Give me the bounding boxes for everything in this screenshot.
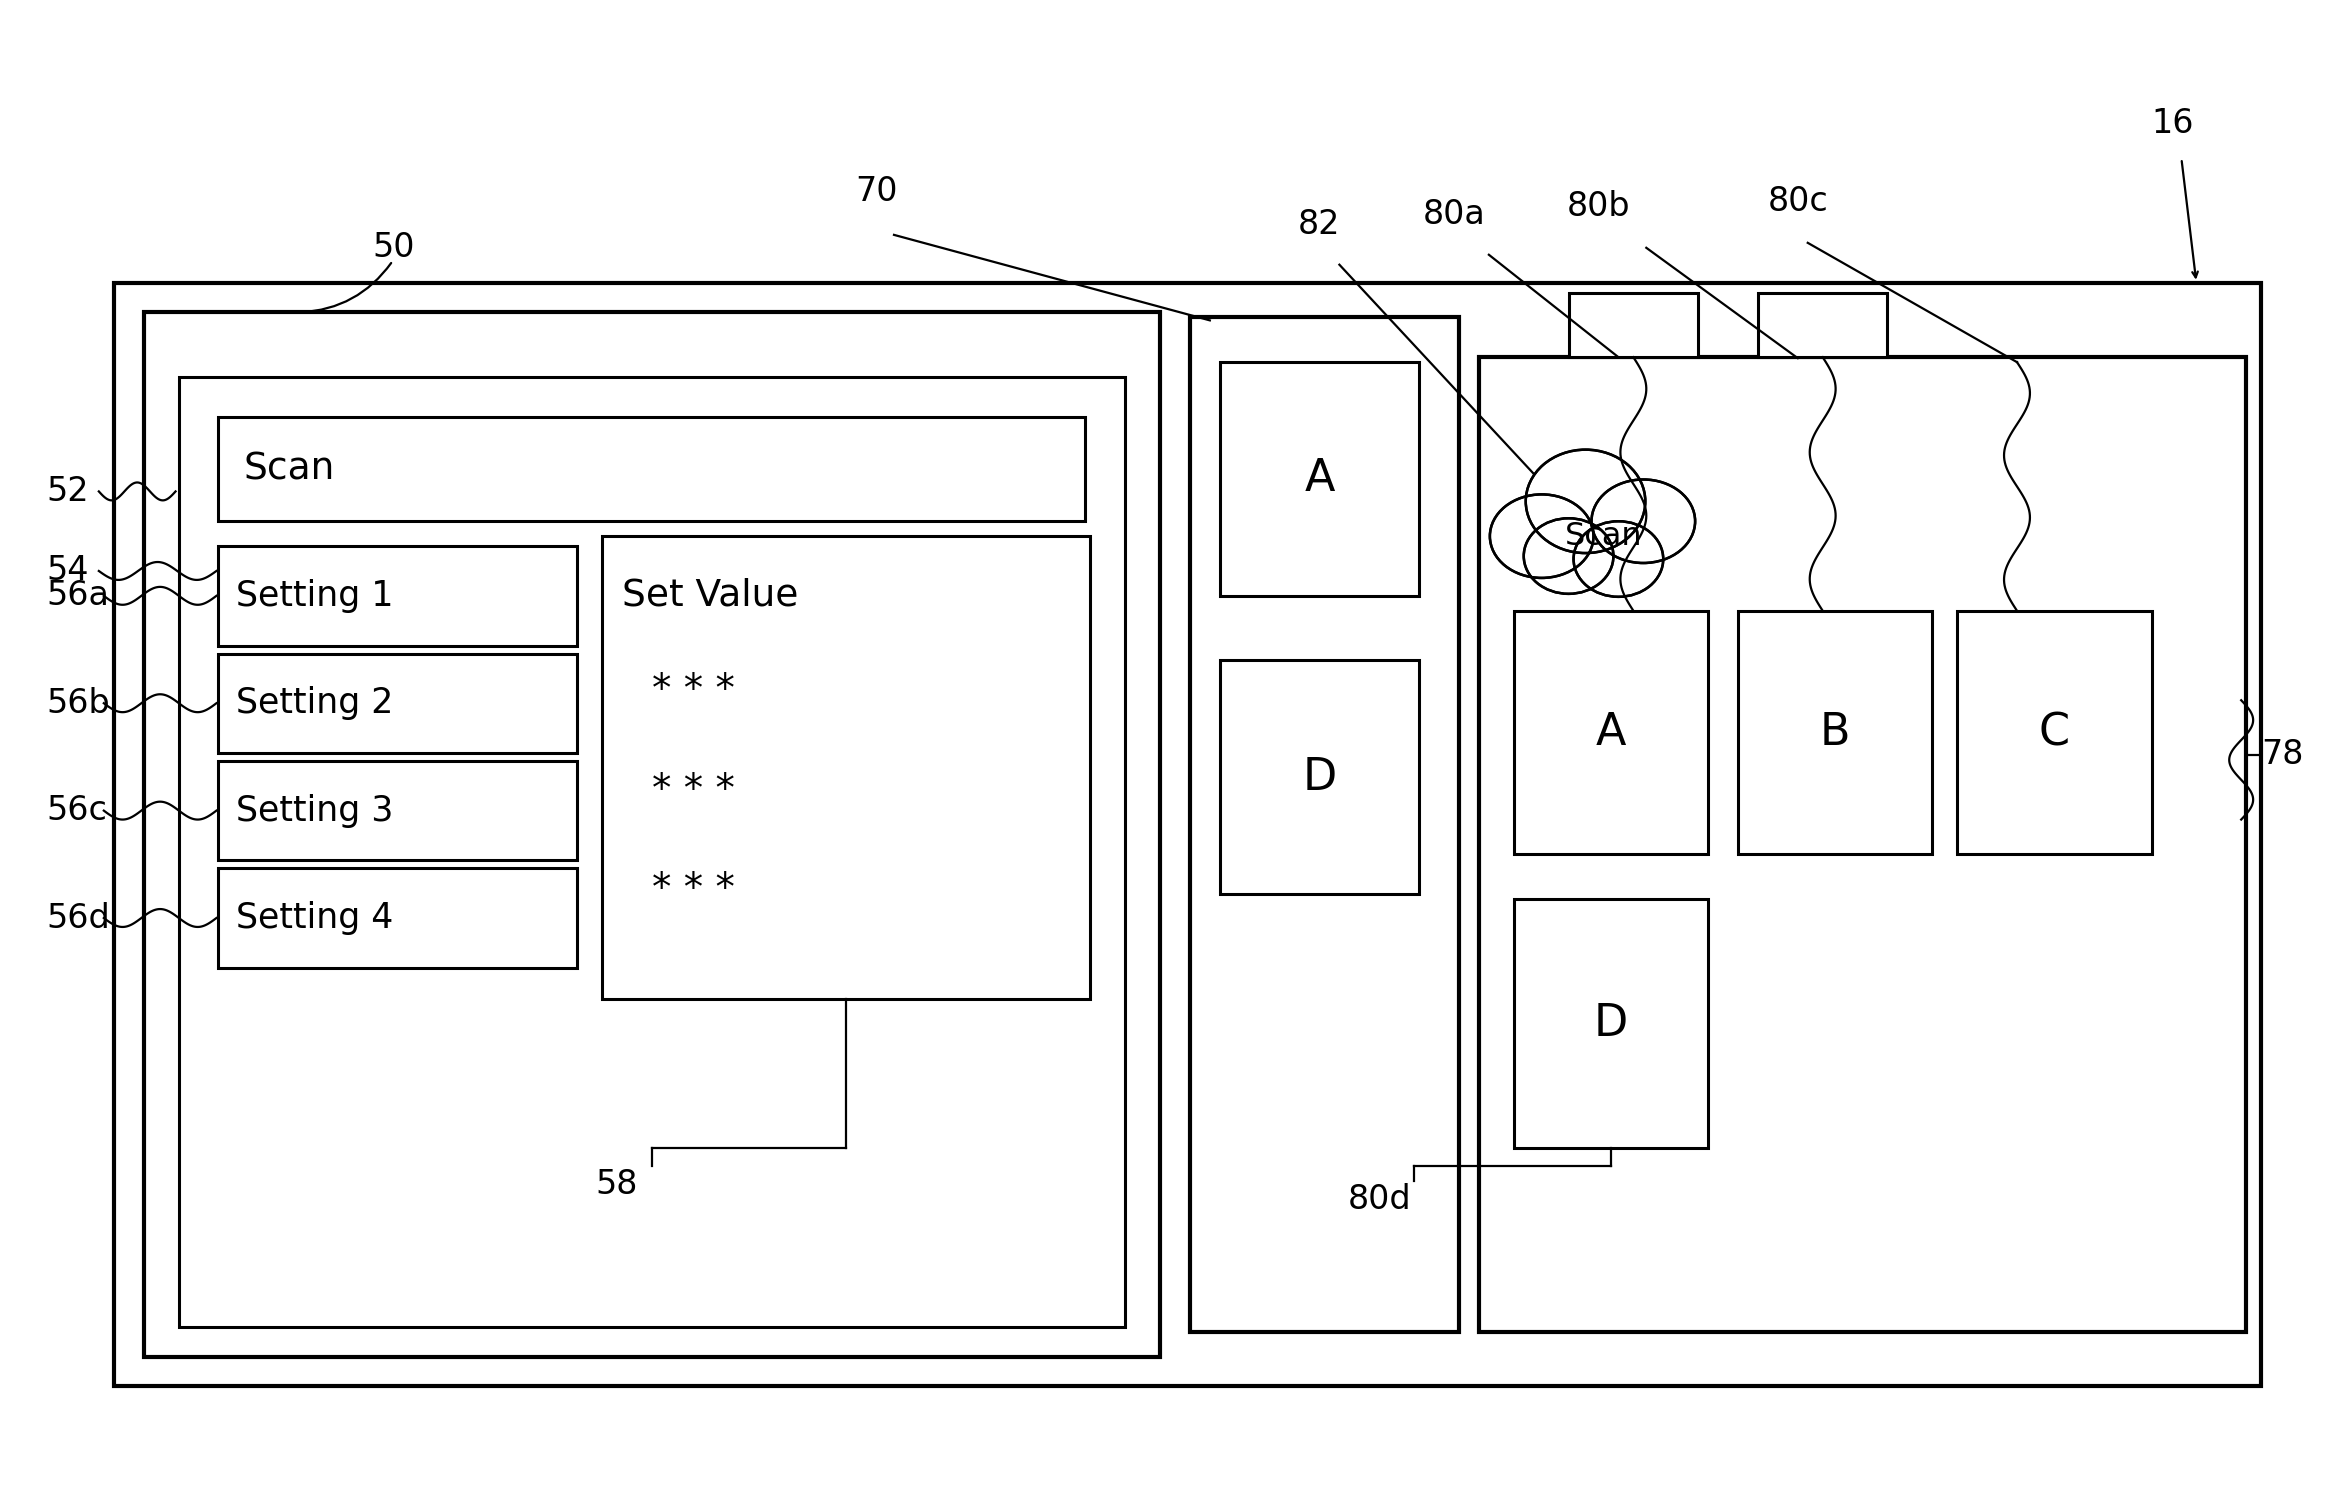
Bar xyxy=(218,417,1085,521)
Text: 56a: 56a xyxy=(47,579,108,612)
Text: 78: 78 xyxy=(2262,738,2304,771)
Text: D: D xyxy=(1303,756,1336,799)
Bar xyxy=(218,546,577,646)
Text: 80b: 80b xyxy=(1566,190,1631,223)
Text: C: C xyxy=(2039,711,2070,754)
Text: 16: 16 xyxy=(2152,107,2194,140)
Text: B: B xyxy=(1819,711,1849,754)
Text: 80c: 80c xyxy=(1767,186,1828,218)
Polygon shape xyxy=(1491,481,1692,591)
Text: 80d: 80d xyxy=(1348,1182,1411,1216)
Ellipse shape xyxy=(1592,480,1695,563)
Text: 56c: 56c xyxy=(47,794,108,827)
Bar xyxy=(218,760,577,860)
Bar xyxy=(1219,362,1418,595)
Text: * * *: * * * xyxy=(652,771,734,809)
Bar xyxy=(218,653,577,753)
Bar xyxy=(1957,610,2152,854)
Text: A: A xyxy=(1596,711,1627,754)
Text: A: A xyxy=(1303,457,1334,500)
Text: 54: 54 xyxy=(47,554,89,588)
Text: Setting 4: Setting 4 xyxy=(237,901,394,936)
Bar xyxy=(1514,610,1709,854)
Text: Setting 2: Setting 2 xyxy=(237,686,394,720)
Bar xyxy=(1568,293,1697,358)
Text: 56b: 56b xyxy=(47,686,110,720)
Text: 56d: 56d xyxy=(47,901,110,934)
Text: 58: 58 xyxy=(595,1167,638,1200)
Bar xyxy=(1737,610,1931,854)
Text: Scan: Scan xyxy=(1566,521,1643,551)
Text: Scan: Scan xyxy=(244,451,335,487)
Text: 70: 70 xyxy=(856,175,898,208)
Bar xyxy=(1191,318,1458,1332)
Bar xyxy=(115,282,2262,1387)
Text: 52: 52 xyxy=(47,475,89,508)
Bar xyxy=(1479,358,2246,1332)
Bar xyxy=(143,312,1160,1356)
Bar xyxy=(178,377,1125,1326)
Ellipse shape xyxy=(1524,518,1613,594)
Bar xyxy=(1514,898,1709,1148)
Text: * * *: * * * xyxy=(652,671,734,710)
Text: 50: 50 xyxy=(373,232,415,264)
Text: D: D xyxy=(1594,1002,1629,1045)
Text: * * *: * * * xyxy=(652,870,734,909)
Ellipse shape xyxy=(1526,450,1645,552)
Bar xyxy=(1219,661,1418,894)
Ellipse shape xyxy=(1573,521,1664,597)
Bar xyxy=(1758,293,1887,358)
Text: Set Value: Set Value xyxy=(621,578,799,613)
Text: Setting 3: Setting 3 xyxy=(237,793,394,827)
Text: 82: 82 xyxy=(1299,208,1341,241)
Text: 80a: 80a xyxy=(1423,198,1486,230)
Text: Setting 1: Setting 1 xyxy=(237,579,394,613)
Ellipse shape xyxy=(1491,495,1594,578)
Bar xyxy=(602,536,1090,998)
Bar xyxy=(218,869,577,968)
